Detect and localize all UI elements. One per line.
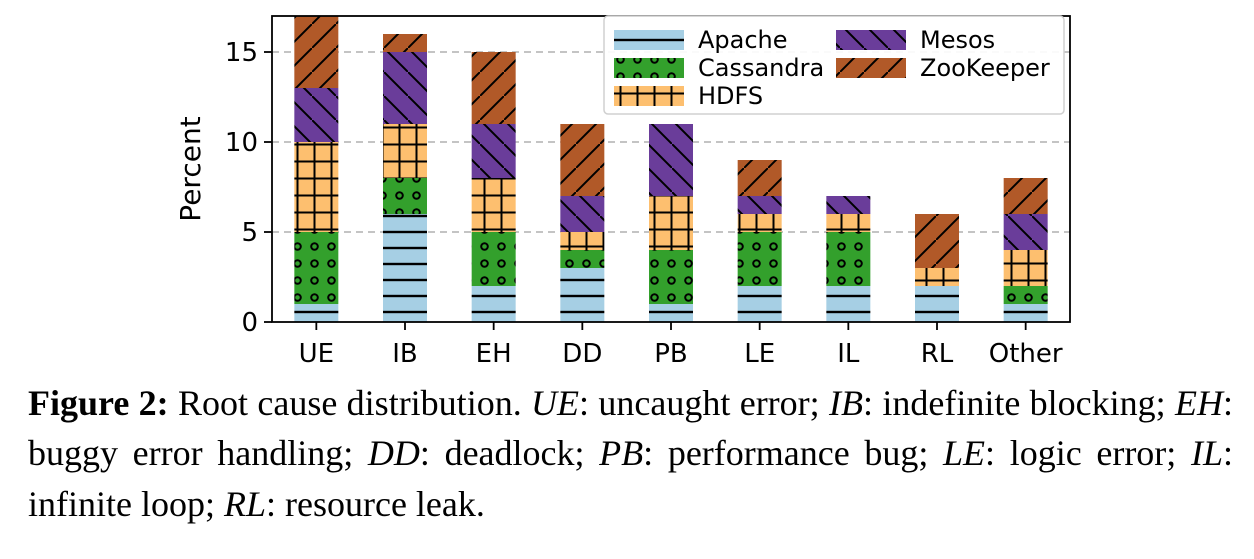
bar-segment-hdfs-eh: [471, 178, 516, 232]
x-tick-label-il: IL: [837, 339, 860, 369]
caption-abbrev: RL: [223, 483, 266, 524]
bar-segment-hdfs-rl: [915, 268, 959, 286]
legend-swatch-cassandra: [614, 58, 684, 78]
caption-abbrev: PB: [599, 433, 644, 474]
y-tick-label: 5: [241, 218, 258, 248]
y-tick-label: 0: [241, 308, 258, 338]
caption-abbrev: DD: [367, 433, 420, 474]
bar-segment-hdfs-pb: [649, 196, 693, 250]
legend-label-zookeeper: ZooKeeper: [920, 54, 1050, 82]
bar-segment-apache-ib: [383, 214, 427, 322]
y-tick-label: 10: [225, 128, 258, 158]
caption-fragment: : resource leak.: [266, 483, 485, 524]
bar-segment-zookeeper-ib: [383, 34, 427, 52]
y-axis-label: Percent: [174, 116, 207, 221]
bar-segment-cassandra-dd: [560, 250, 605, 268]
bar-segment-zookeeper-ue: [294, 16, 339, 88]
bar-segment-hdfs-il: [826, 214, 871, 232]
x-tick-label-ue: UE: [299, 339, 334, 369]
caption-abbrev: IL: [1190, 433, 1223, 474]
bar-segment-mesos-pb: [649, 124, 693, 196]
figure-caption: Figure 2: Root cause distribution. UE: u…: [28, 378, 1233, 529]
caption-fragment: : indefinite blocking;: [863, 383, 1175, 423]
stacked-bar-chart: 0 5 10 15 UE IB EH DD PB LE IL RL Other Percent Apac…: [174, 15, 1071, 369]
bar-segment-hdfs-ue: [294, 142, 339, 232]
bar-segment-hdfs-other: [1003, 250, 1048, 286]
bar-segment-zookeeper-other: [1003, 178, 1048, 214]
caption-fragment: : deadlock;: [419, 433, 600, 474]
x-tick-label-eh: EH: [476, 339, 512, 369]
legend-swatch-hdfs: [614, 86, 684, 106]
bar-segment-hdfs-le: [737, 214, 782, 232]
legend-swatch-mesos: [836, 30, 906, 50]
x-tick-label-rl: RL: [921, 339, 954, 369]
bar-segment-zookeeper-rl: [915, 214, 959, 268]
bar-segment-zookeeper-eh: [471, 52, 516, 124]
bar-segment-cassandra-eh: [471, 232, 516, 286]
bar-segment-zookeeper-dd: [560, 124, 605, 196]
bar-segment-hdfs-dd: [560, 232, 605, 250]
bar-segment-cassandra-ue: [294, 232, 339, 304]
legend-label-cassandra: Cassandra: [698, 54, 824, 82]
bar-segment-mesos-le: [737, 196, 782, 214]
bar-segment-mesos-ib: [383, 52, 427, 124]
x-tick-label-ib: IB: [392, 339, 418, 369]
caption-fragment: : infinite loop;: [28, 433, 1233, 524]
bar-segment-apache-il: [826, 286, 871, 322]
bar-segment-apache-rl: [915, 286, 959, 322]
x-tick-label-pb: PB: [654, 339, 688, 369]
caption-fragment: Root cause distribution.: [168, 383, 532, 423]
legend-swatch-apache: [614, 30, 684, 50]
legend-label-mesos: Mesos: [920, 26, 995, 54]
bar-segment-apache-dd: [560, 268, 605, 322]
caption-label: Figure 2:: [28, 383, 169, 423]
caption-abbrev: LE: [943, 433, 986, 474]
caption-fragment: : uncaught error;: [579, 383, 830, 423]
bar-segment-apache-other: [1003, 304, 1048, 322]
bar-segment-cassandra-il: [826, 232, 871, 286]
bar-segment-cassandra-other: [1003, 286, 1048, 304]
bar-segment-cassandra-le: [737, 232, 782, 286]
bar-segment-apache-ue: [294, 304, 339, 322]
y-tick-label: 15: [225, 38, 258, 68]
x-tick-label-other: Other: [989, 339, 1063, 369]
bar-segment-apache-le: [737, 286, 782, 322]
bar-segment-cassandra-pb: [649, 250, 693, 304]
bar-segment-hdfs-ib: [383, 124, 427, 178]
bar-segment-mesos-eh: [471, 124, 516, 178]
bars: [294, 16, 1048, 322]
axis-ticks: 0 5 10 15 UE IB EH DD PB LE IL RL Other: [225, 38, 1063, 369]
caption-fragment: : logic error;: [985, 433, 1191, 474]
legend-box: [603, 15, 1065, 115]
legend-label-hdfs: HDFS: [698, 82, 763, 110]
caption-abbrev: UE: [531, 383, 580, 423]
bar-segment-mesos-dd: [560, 196, 605, 232]
x-tick-label-dd: DD: [562, 339, 602, 369]
legend-swatch-zookeeper: [836, 58, 906, 78]
legend-label-apache: Apache: [698, 26, 788, 54]
x-tick-label-le: LE: [744, 339, 775, 369]
caption-abbrev: IB: [829, 383, 863, 423]
bar-segment-apache-eh: [471, 286, 516, 322]
caption-abbrev: EH: [1175, 383, 1223, 423]
bar-segment-zookeeper-le: [737, 160, 782, 196]
bar-segment-mesos-other: [1003, 214, 1048, 250]
bar-segment-apache-pb: [649, 304, 693, 322]
caption-text: Root cause distribution. UE: uncaught er…: [28, 383, 1233, 524]
caption-fragment: : buggy error handling;: [28, 383, 1234, 474]
bar-segment-mesos-ue: [294, 88, 339, 142]
bar-segment-cassandra-ib: [383, 178, 427, 214]
bar-segment-mesos-il: [826, 196, 871, 214]
caption-fragment: : performance bug;: [643, 433, 944, 474]
